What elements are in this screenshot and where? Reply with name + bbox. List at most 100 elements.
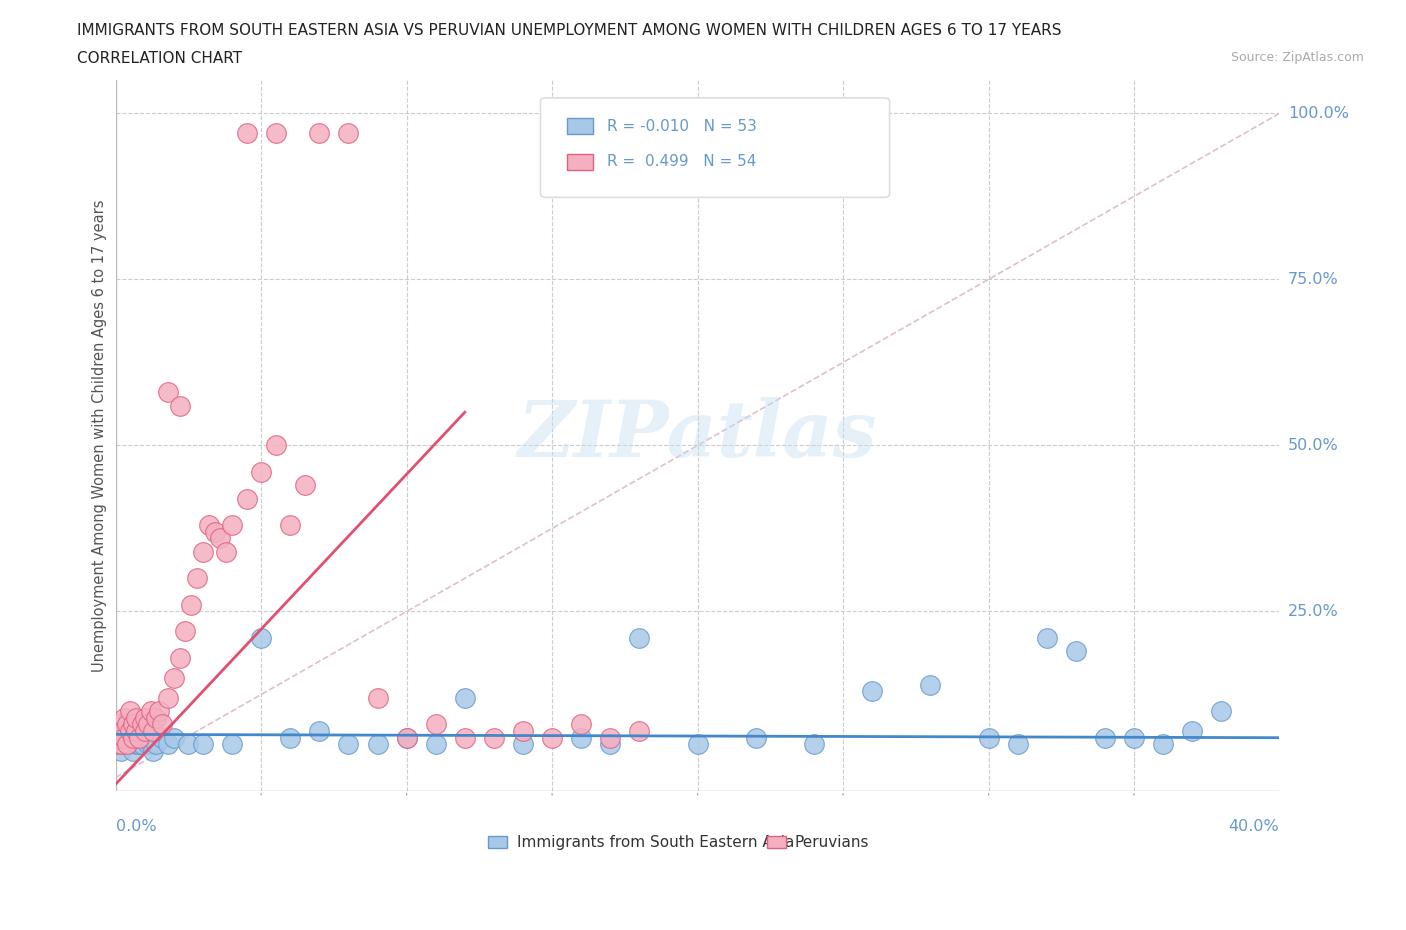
- Point: [1035, 631, 1057, 645]
- Point: [180, 597, 202, 612]
- Point: [110, 730, 132, 745]
- Point: [163, 671, 186, 685]
- Point: [1211, 704, 1233, 719]
- Point: [204, 525, 226, 539]
- Point: [174, 624, 197, 639]
- Point: [367, 690, 389, 705]
- Point: [112, 711, 135, 725]
- Point: [1152, 737, 1174, 751]
- Point: [122, 717, 145, 732]
- Point: [120, 730, 142, 745]
- Point: [235, 126, 257, 140]
- Point: [367, 737, 389, 751]
- Point: [142, 744, 165, 759]
- Point: [110, 744, 132, 759]
- Point: [191, 737, 214, 751]
- Point: [104, 737, 127, 751]
- Point: [117, 737, 139, 751]
- Point: [745, 730, 768, 745]
- Text: IMMIGRANTS FROM SOUTH EASTERN ASIA VS PERUVIAN UNEMPLOYMENT AMONG WOMEN WITH CHI: IMMIGRANTS FROM SOUTH EASTERN ASIA VS PE…: [77, 23, 1062, 38]
- Point: [1094, 730, 1116, 745]
- Point: [215, 544, 238, 559]
- Point: [104, 737, 127, 751]
- Point: [139, 737, 162, 751]
- Point: [134, 711, 156, 725]
- Point: [110, 737, 132, 751]
- Point: [150, 717, 173, 732]
- FancyBboxPatch shape: [567, 154, 593, 169]
- Point: [128, 737, 150, 751]
- Text: R =  0.499   N = 54: R = 0.499 N = 54: [607, 154, 756, 169]
- Point: [294, 478, 316, 493]
- Point: [125, 724, 148, 738]
- Point: [860, 684, 883, 698]
- Text: Immigrants from South Eastern Asia: Immigrants from South Eastern Asia: [517, 834, 794, 849]
- Point: [131, 717, 153, 732]
- Point: [136, 737, 159, 751]
- Point: [395, 730, 418, 745]
- Point: [209, 531, 232, 546]
- Text: ZIPatlas: ZIPatlas: [517, 397, 877, 473]
- Point: [278, 518, 301, 533]
- Point: [128, 730, 150, 745]
- Point: [186, 571, 208, 586]
- Text: Peruvians: Peruvians: [794, 834, 869, 849]
- Point: [157, 737, 180, 751]
- Point: [569, 730, 592, 745]
- Point: [120, 724, 142, 738]
- Point: [117, 730, 139, 745]
- Point: [136, 717, 159, 732]
- Point: [425, 717, 447, 732]
- Text: R = -0.010   N = 53: R = -0.010 N = 53: [607, 119, 756, 134]
- Point: [169, 398, 191, 413]
- Text: 75.0%: 75.0%: [1288, 272, 1339, 286]
- Point: [150, 730, 173, 745]
- Point: [803, 737, 825, 751]
- Point: [541, 730, 564, 745]
- Point: [1007, 737, 1029, 751]
- Text: 0.0%: 0.0%: [115, 818, 156, 833]
- Point: [107, 717, 129, 732]
- Point: [197, 518, 219, 533]
- Point: [308, 724, 330, 738]
- Point: [125, 737, 148, 751]
- Point: [599, 730, 621, 745]
- Point: [157, 385, 180, 400]
- Point: [920, 677, 942, 692]
- Point: [337, 737, 360, 751]
- Point: [425, 737, 447, 751]
- Point: [395, 730, 418, 745]
- Point: [157, 690, 180, 705]
- Point: [512, 724, 534, 738]
- Point: [120, 737, 142, 751]
- Point: [454, 690, 477, 705]
- Point: [112, 730, 135, 745]
- FancyBboxPatch shape: [567, 118, 593, 134]
- Point: [142, 724, 165, 738]
- FancyBboxPatch shape: [488, 836, 506, 848]
- Point: [628, 631, 651, 645]
- Point: [134, 730, 156, 745]
- Point: [264, 126, 287, 140]
- Point: [148, 704, 170, 719]
- Point: [112, 737, 135, 751]
- Point: [454, 730, 477, 745]
- Point: [1123, 730, 1146, 745]
- Point: [107, 730, 129, 745]
- Point: [221, 518, 243, 533]
- Point: [131, 737, 153, 751]
- FancyBboxPatch shape: [540, 98, 890, 197]
- Point: [117, 737, 139, 751]
- Point: [163, 730, 186, 745]
- Point: [337, 126, 360, 140]
- Point: [278, 730, 301, 745]
- Point: [569, 717, 592, 732]
- Point: [112, 724, 135, 738]
- Point: [145, 711, 167, 725]
- Point: [482, 730, 505, 745]
- Point: [686, 737, 709, 751]
- Point: [145, 737, 167, 751]
- Point: [122, 730, 145, 745]
- Point: [250, 631, 273, 645]
- Text: CORRELATION CHART: CORRELATION CHART: [77, 51, 242, 66]
